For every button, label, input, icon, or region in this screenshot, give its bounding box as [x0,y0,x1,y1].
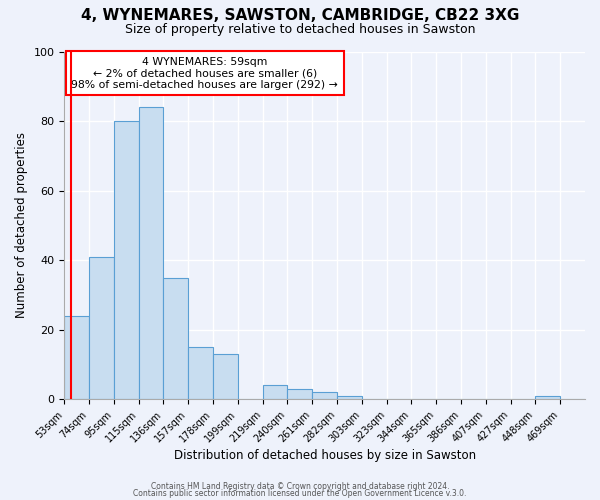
Bar [287,389,312,400]
Text: Size of property relative to detached houses in Sawston: Size of property relative to detached ho… [125,22,475,36]
Bar [535,396,560,400]
Y-axis label: Number of detached properties: Number of detached properties [15,132,28,318]
Bar [263,386,287,400]
Text: Contains public sector information licensed under the Open Government Licence v.: Contains public sector information licen… [133,490,467,498]
X-axis label: Distribution of detached houses by size in Sawston: Distribution of detached houses by size … [173,450,476,462]
Bar [64,316,89,400]
Bar [89,256,114,400]
Bar [337,396,362,400]
Bar [188,347,213,400]
Bar [114,121,139,400]
Bar [213,354,238,400]
Bar [139,107,163,400]
Text: 4 WYNEMARES: 59sqm
← 2% of detached houses are smaller (6)
98% of semi-detached : 4 WYNEMARES: 59sqm ← 2% of detached hous… [71,56,338,90]
Bar [163,278,188,400]
Text: Contains HM Land Registry data © Crown copyright and database right 2024.: Contains HM Land Registry data © Crown c… [151,482,449,491]
Bar [312,392,337,400]
Text: 4, WYNEMARES, SAWSTON, CAMBRIDGE, CB22 3XG: 4, WYNEMARES, SAWSTON, CAMBRIDGE, CB22 3… [81,8,519,22]
